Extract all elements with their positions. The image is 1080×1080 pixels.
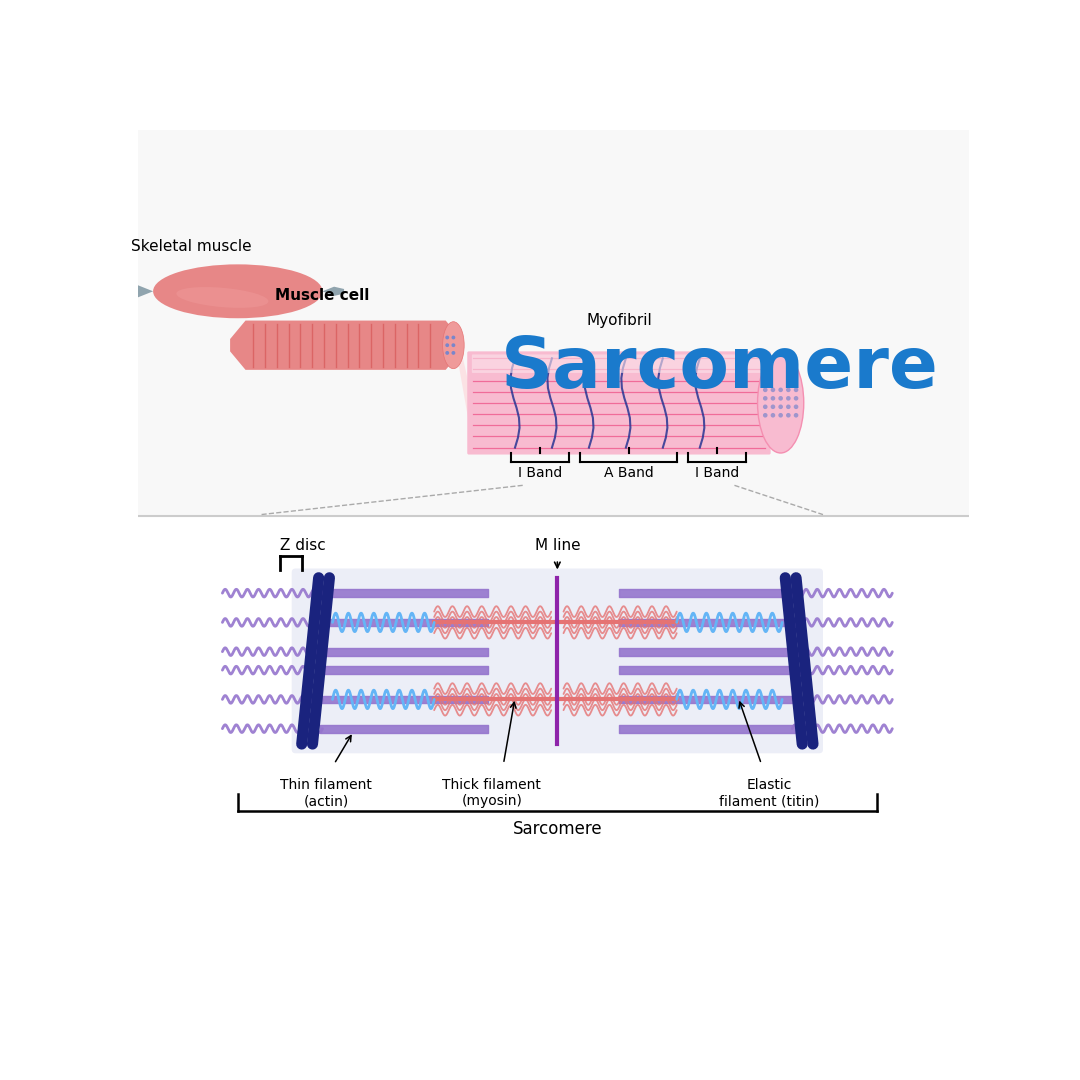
Circle shape — [445, 336, 449, 339]
Circle shape — [786, 396, 791, 401]
Circle shape — [794, 396, 798, 401]
Circle shape — [794, 388, 798, 392]
Polygon shape — [230, 321, 461, 369]
Circle shape — [786, 405, 791, 409]
Circle shape — [779, 405, 783, 409]
Circle shape — [762, 388, 768, 392]
Circle shape — [451, 351, 456, 355]
FancyBboxPatch shape — [472, 354, 766, 373]
Circle shape — [771, 388, 775, 392]
Ellipse shape — [153, 265, 323, 319]
Text: Sarcomere: Sarcomere — [513, 821, 603, 838]
Text: Muscle cell: Muscle cell — [275, 288, 369, 302]
Circle shape — [786, 388, 791, 392]
Ellipse shape — [176, 287, 269, 308]
Circle shape — [445, 351, 449, 355]
Circle shape — [771, 396, 775, 401]
Text: Myofibril: Myofibril — [586, 313, 652, 328]
Circle shape — [762, 405, 768, 409]
Circle shape — [771, 413, 775, 418]
Text: A Band: A Band — [604, 467, 653, 481]
Text: I Band: I Band — [518, 467, 563, 481]
FancyBboxPatch shape — [468, 351, 771, 455]
Circle shape — [779, 413, 783, 418]
Text: Thick filament
(myosin): Thick filament (myosin) — [443, 778, 541, 808]
FancyBboxPatch shape — [138, 130, 970, 514]
Text: M line: M line — [535, 538, 580, 553]
Circle shape — [762, 396, 768, 401]
Circle shape — [779, 396, 783, 401]
Text: Skeletal muscle: Skeletal muscle — [132, 240, 252, 255]
Circle shape — [451, 343, 456, 347]
FancyBboxPatch shape — [292, 568, 823, 754]
Text: Sarcomere: Sarcomere — [501, 334, 939, 403]
Circle shape — [786, 413, 791, 418]
Circle shape — [794, 413, 798, 418]
Circle shape — [779, 388, 783, 392]
Text: Thin filament
(actin): Thin filament (actin) — [281, 778, 373, 808]
Circle shape — [445, 343, 449, 347]
Circle shape — [794, 405, 798, 409]
Text: Elastic
filament (titin): Elastic filament (titin) — [719, 778, 820, 808]
Ellipse shape — [757, 353, 804, 453]
Text: I Band: I Band — [696, 467, 739, 481]
Circle shape — [771, 405, 775, 409]
Text: Z disc: Z disc — [280, 538, 326, 553]
Circle shape — [762, 413, 768, 418]
Polygon shape — [323, 286, 345, 296]
Circle shape — [451, 336, 456, 339]
Ellipse shape — [443, 322, 464, 368]
Polygon shape — [457, 334, 469, 422]
Polygon shape — [126, 285, 153, 297]
